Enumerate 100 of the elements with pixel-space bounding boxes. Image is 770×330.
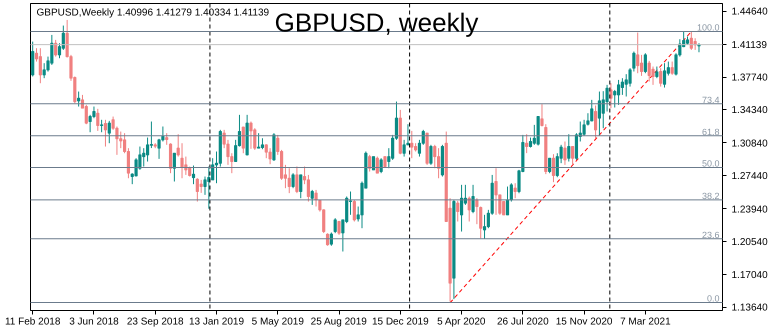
candlestick bbox=[372, 156, 376, 170]
y-tick-label: 1.23940 bbox=[732, 204, 768, 216]
candlestick bbox=[334, 218, 337, 234]
candlestick bbox=[368, 154, 372, 172]
y-tick-label: 1.13640 bbox=[732, 302, 768, 314]
candlestick bbox=[268, 148, 272, 165]
candlestick bbox=[636, 32, 640, 74]
candlestick bbox=[494, 168, 498, 216]
candlestick bbox=[260, 138, 264, 150]
y-tick-label: 1.34340 bbox=[732, 104, 768, 116]
candlestick bbox=[383, 156, 387, 167]
y-tick-label: 1.17040 bbox=[732, 270, 768, 282]
candlestick bbox=[482, 214, 486, 239]
y-tick-label: 1.44640 bbox=[732, 6, 768, 18]
annotation: 100.0 bbox=[696, 22, 720, 32]
candlestick bbox=[514, 182, 517, 199]
candlestick bbox=[337, 220, 341, 236]
candlestick bbox=[288, 168, 291, 194]
candlestick bbox=[632, 51, 636, 72]
candlestick bbox=[594, 104, 598, 139]
annotation: 0.0 bbox=[706, 293, 720, 304]
x-tick-label: 15 Dec 2019 bbox=[372, 316, 430, 328]
annotation: GBPUSD,Weekly 1.40996 1.41279 1.40334 1.41139 bbox=[36, 8, 270, 18]
candlestick bbox=[644, 52, 647, 74]
candlestick bbox=[402, 139, 406, 158]
candlestick bbox=[616, 79, 620, 106]
candlestick bbox=[510, 182, 513, 202]
candlestick bbox=[574, 132, 578, 160]
candlestick bbox=[108, 120, 111, 144]
candlestick bbox=[54, 39, 58, 58]
x-tick-label: 26 Jul 2020 bbox=[496, 316, 550, 328]
candlestick bbox=[291, 172, 295, 189]
annotation: 61.8 bbox=[702, 126, 720, 137]
candlestick bbox=[605, 84, 609, 112]
candlestick bbox=[299, 174, 302, 199]
candlestick bbox=[77, 91, 80, 108]
candlestick bbox=[571, 146, 574, 166]
x-tick-label: 15 Nov 2020 bbox=[556, 316, 613, 328]
candlestick bbox=[528, 137, 532, 148]
candlestick bbox=[670, 61, 674, 76]
candlestick bbox=[242, 126, 245, 154]
candlestick bbox=[249, 121, 253, 150]
candlestick bbox=[157, 138, 161, 160]
ref-line-label: 1.41139 bbox=[732, 40, 768, 52]
x-tick-label: 13 Jan 2019 bbox=[188, 316, 244, 328]
candlestick bbox=[567, 134, 570, 162]
candlestick bbox=[38, 48, 42, 84]
x-tick-label: 11 Feb 2018 bbox=[4, 316, 61, 328]
candlestick bbox=[456, 200, 460, 222]
candlestick bbox=[192, 165, 196, 185]
candlestick bbox=[628, 68, 632, 88]
x-tick-label: 3 Jun 2018 bbox=[69, 316, 120, 328]
candlestick bbox=[586, 112, 590, 126]
x-tick-label: 7 Mar 2021 bbox=[620, 316, 672, 328]
candlestick bbox=[648, 60, 651, 82]
x-tick-label: 23 Sep 2018 bbox=[126, 316, 184, 328]
candlestick bbox=[460, 184, 464, 232]
candlestick bbox=[662, 62, 666, 88]
annotation: 38.2 bbox=[702, 190, 720, 201]
candlestick bbox=[552, 154, 556, 183]
chart-title: GBPUSD, weekly bbox=[274, 8, 478, 38]
candlestick bbox=[563, 140, 567, 166]
y-tick-label: 1.37740 bbox=[732, 72, 768, 84]
candlestick bbox=[468, 196, 471, 222]
candlestick bbox=[257, 132, 260, 149]
candlestick bbox=[651, 66, 655, 86]
y-tick-label: 1.30840 bbox=[732, 138, 768, 150]
annotation: 50.0 bbox=[702, 158, 720, 168]
candlestick bbox=[590, 99, 594, 122]
candlestick bbox=[306, 174, 310, 202]
annotation: 23.6 bbox=[702, 230, 720, 240]
candlestick bbox=[96, 108, 100, 132]
candlestick bbox=[376, 156, 379, 174]
candlestick bbox=[146, 137, 150, 162]
candlestick bbox=[548, 158, 552, 174]
candlestick bbox=[429, 144, 433, 166]
candlestick bbox=[104, 119, 108, 148]
candlestick bbox=[92, 106, 96, 119]
candlestick bbox=[352, 199, 356, 222]
candlestick bbox=[690, 31, 693, 50]
candlestick bbox=[410, 130, 414, 159]
candlestick bbox=[659, 68, 662, 88]
x-tick-label: 5 May 2019 bbox=[252, 316, 304, 328]
x-tick-label: 5 Apr 2020 bbox=[437, 316, 486, 328]
y-tick-label: 1.27440 bbox=[732, 170, 768, 182]
candlestick bbox=[640, 54, 644, 76]
candlestick bbox=[540, 104, 544, 127]
candlestick bbox=[200, 179, 203, 194]
candlestick bbox=[203, 176, 207, 196]
candlestick bbox=[88, 114, 92, 133]
candlestick bbox=[134, 158, 138, 178]
candlestick bbox=[620, 78, 624, 96]
candlestick bbox=[31, 41, 34, 77]
candlestick bbox=[655, 66, 658, 79]
candlestick bbox=[310, 189, 314, 206]
candlestick bbox=[525, 134, 528, 154]
candlestick bbox=[100, 119, 104, 133]
candlestick bbox=[196, 178, 199, 202]
x-tick-label: 25 Aug 2019 bbox=[310, 316, 368, 328]
candlestick bbox=[471, 184, 475, 214]
